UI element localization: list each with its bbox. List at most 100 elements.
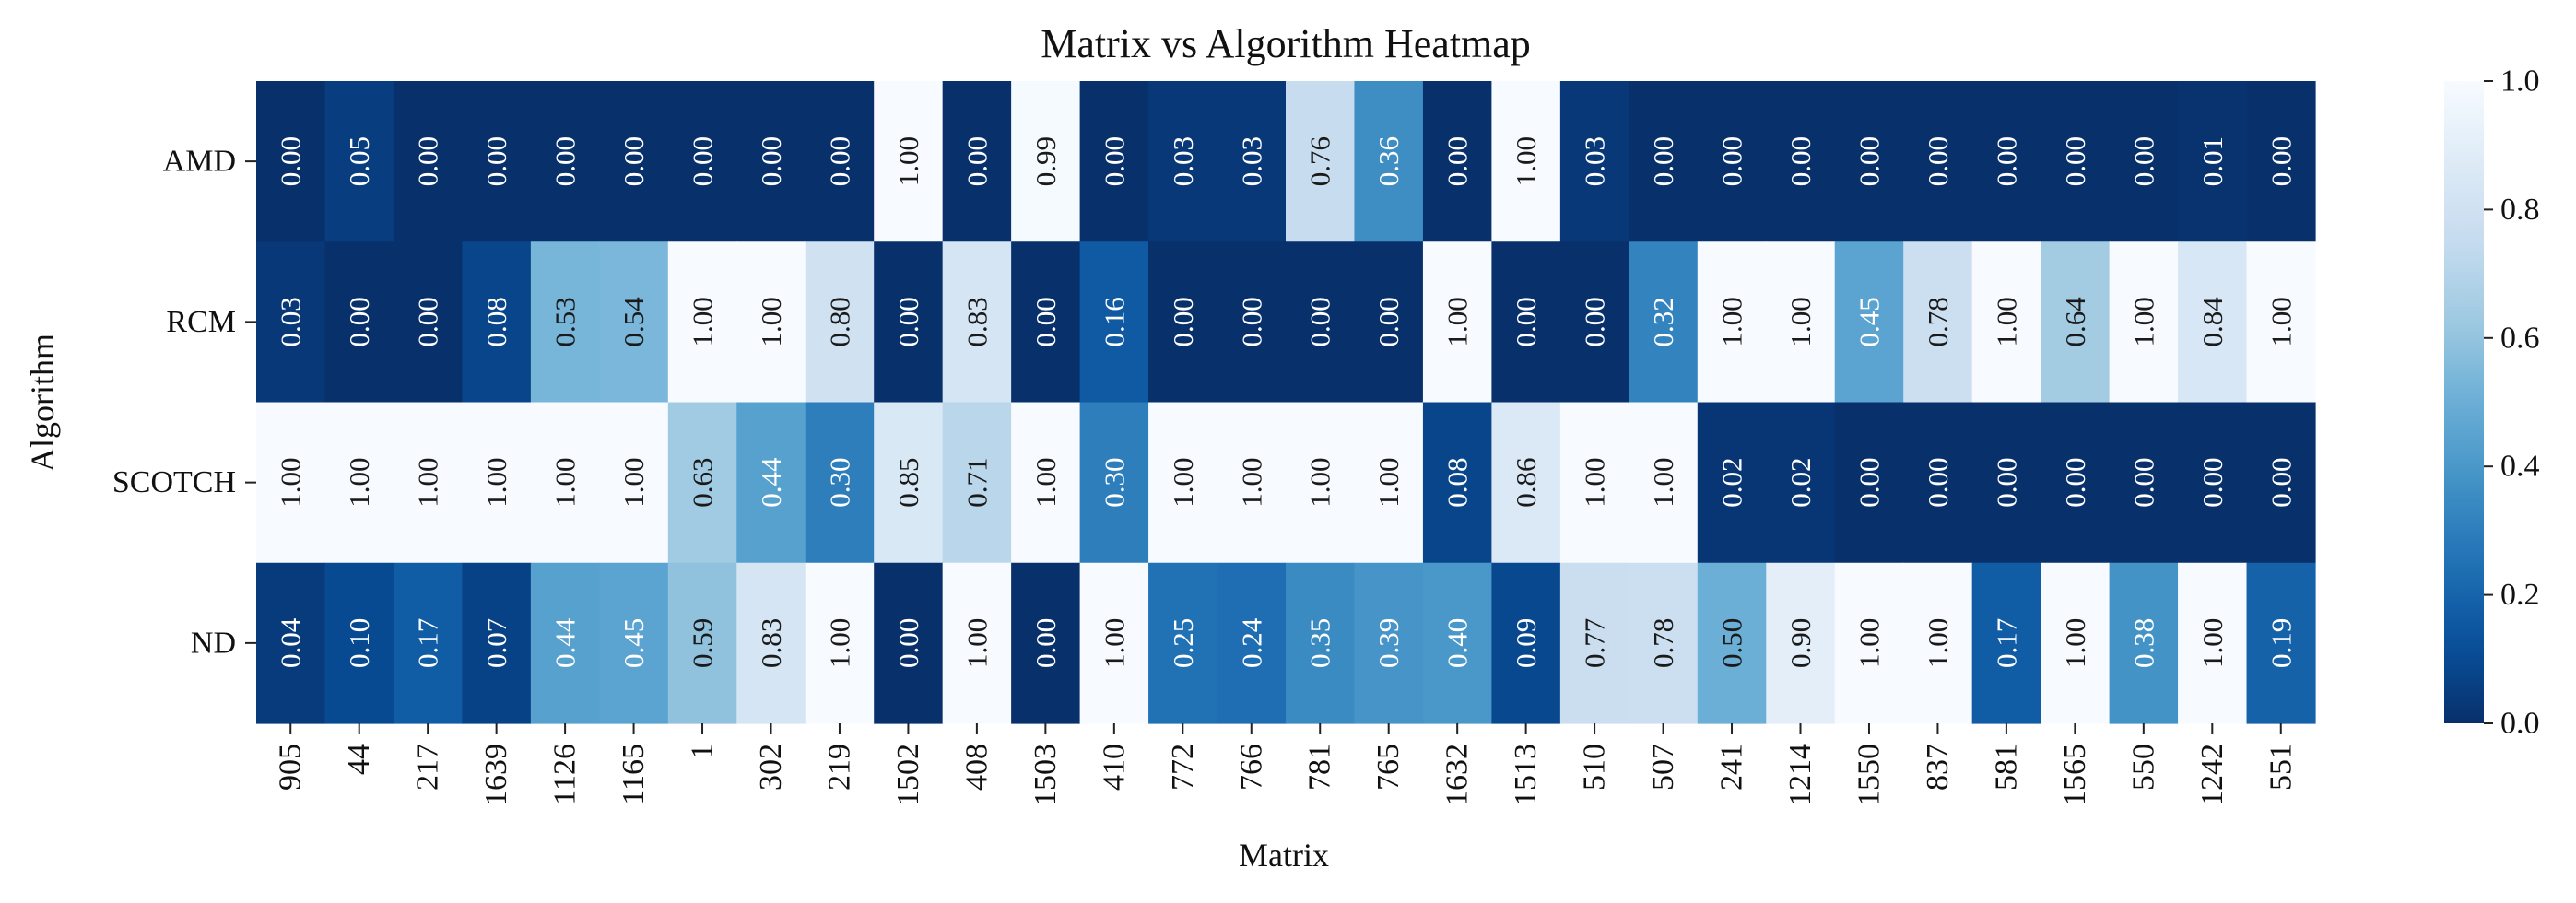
heatmap-cell bbox=[1079, 562, 1149, 724]
cell-value-label: 0.83 bbox=[755, 618, 787, 668]
cell-value-label: 1.00 bbox=[1235, 458, 1267, 508]
cell-value-label: 0.03 bbox=[1167, 136, 1199, 186]
heatmap-cells: 0.00 0.05 0.00 0.00 0.00 0.00 0.00 0.00 0.00 1.00… bbox=[256, 81, 2316, 724]
cell-value-label: 0.35 bbox=[1304, 618, 1336, 668]
heatmap-cell bbox=[942, 402, 1012, 564]
heatmap-cell bbox=[1286, 81, 1356, 242]
cell-value-label: 0.19 bbox=[2264, 618, 2297, 668]
cell-value-label: 1.00 bbox=[2264, 297, 2297, 346]
cell-value-label: 1.00 bbox=[823, 618, 855, 668]
y-tick-label: ND bbox=[191, 626, 236, 660]
cell-value-label: 1.00 bbox=[1716, 297, 1748, 346]
heatmap-cell bbox=[1629, 562, 1699, 724]
cell-value-label: 0.00 bbox=[2264, 458, 2297, 508]
x-tick-label: 1214 bbox=[1783, 744, 1817, 806]
heatmap-cell bbox=[1217, 241, 1287, 404]
cell-value-label: 0.54 bbox=[618, 297, 650, 347]
heatmap-cell bbox=[1697, 241, 1767, 404]
cell-value-label: 0.00 bbox=[275, 136, 307, 186]
cell-value-label: 0.00 bbox=[1235, 297, 1267, 346]
heatmap-cell bbox=[1148, 402, 1218, 564]
cell-value-label: 0.00 bbox=[687, 136, 719, 186]
cell-value-label: 0.90 bbox=[1784, 618, 1817, 668]
cell-value-label: 0.00 bbox=[412, 136, 444, 186]
heatmap-cell bbox=[2246, 241, 2316, 404]
cell-value-label: 0.63 bbox=[687, 458, 719, 508]
cell-value-label: 1.00 bbox=[412, 458, 444, 508]
y-tick-labels: AMD RCM SCOTCH ND bbox=[112, 145, 256, 660]
cell-value-label: 0.00 bbox=[412, 297, 444, 346]
cell-value-label: 0.03 bbox=[1579, 136, 1611, 186]
heatmap-cell bbox=[1903, 562, 1973, 724]
x-tick-labels: 905 44 217 1639 1126 1165 1 302 219 1502 408 1503 41… bbox=[274, 723, 2298, 806]
heatmap-cell bbox=[1491, 81, 1561, 242]
heatmap-cell bbox=[1354, 402, 1424, 564]
heatmap-cell bbox=[1286, 562, 1356, 724]
heatmap-cell bbox=[942, 241, 1012, 404]
heatmap-cell bbox=[324, 402, 394, 564]
heatmap-cell bbox=[462, 241, 532, 404]
heatmap-cell bbox=[1971, 81, 2041, 242]
cell-value-label: 0.00 bbox=[1167, 297, 1199, 346]
heatmap-cell bbox=[1422, 81, 1492, 242]
cell-value-label: 0.00 bbox=[1922, 458, 1954, 508]
heatmap-cell bbox=[1011, 241, 1081, 404]
cell-value-label: 0.10 bbox=[343, 618, 375, 668]
cell-value-label: 1.00 bbox=[2059, 618, 2091, 668]
y-tick-label: SCOTCH bbox=[112, 465, 236, 499]
cell-value-label: 1.00 bbox=[343, 458, 375, 508]
x-tick-label: 551 bbox=[2264, 744, 2298, 791]
heatmap-cell bbox=[530, 81, 600, 242]
x-tick-label: 1165 bbox=[617, 744, 651, 805]
heatmap-cell bbox=[530, 402, 600, 564]
cell-value-label: 0.44 bbox=[549, 617, 582, 668]
heatmap-cell bbox=[2041, 402, 2111, 564]
cell-value-label: 0.39 bbox=[1372, 618, 1405, 668]
x-tick-label: 1503 bbox=[1029, 744, 1063, 806]
heatmap-cell bbox=[1834, 81, 1904, 242]
cell-value-label: 0.64 bbox=[2059, 297, 2091, 347]
cell-value-label: 1.00 bbox=[2196, 618, 2229, 668]
heatmap-cell bbox=[667, 562, 737, 724]
heatmap-cell bbox=[1834, 562, 1904, 724]
colorbar-tick-label: 0.6 bbox=[2500, 321, 2540, 355]
heatmap-cell bbox=[1217, 402, 1287, 564]
heatmap-cell bbox=[1697, 562, 1767, 724]
heatmap-cell bbox=[736, 241, 806, 404]
heatmap-cell bbox=[874, 562, 944, 724]
cell-value-label: 0.78 bbox=[1647, 618, 1679, 668]
heatmap-cell bbox=[1217, 81, 1287, 242]
colorbar-tick-label: 0.8 bbox=[2500, 193, 2540, 227]
cell-value-label: 1.00 bbox=[1441, 297, 1474, 346]
cell-value-label: 1.00 bbox=[1029, 458, 1062, 508]
x-tick-label: 507 bbox=[1646, 744, 1680, 791]
heatmap-cell bbox=[1148, 562, 1218, 724]
cell-value-label: 0.09 bbox=[1510, 618, 1542, 668]
heatmap-cell bbox=[1079, 81, 1149, 242]
heatmap-cell bbox=[1766, 241, 1836, 404]
colorbar-tick-label: 0.0 bbox=[2500, 707, 2540, 741]
heatmap-cell bbox=[256, 562, 326, 724]
heatmap-cell bbox=[942, 81, 1012, 242]
heatmap-cell bbox=[1971, 241, 2041, 404]
heatmap-cell bbox=[393, 81, 463, 242]
cell-value-label: 0.00 bbox=[1922, 136, 1954, 186]
x-tick-label: 581 bbox=[1989, 744, 2023, 791]
cell-value-label: 0.59 bbox=[687, 618, 719, 668]
cell-value-label: 0.03 bbox=[1235, 136, 1267, 186]
x-tick-label: 1502 bbox=[891, 744, 925, 806]
cell-value-label: 0.71 bbox=[960, 458, 993, 508]
cell-value-label: 1.00 bbox=[2127, 297, 2159, 346]
heatmap-cell bbox=[1971, 402, 2041, 564]
cell-value-label: 0.84 bbox=[2196, 297, 2229, 347]
heatmap-cell bbox=[324, 81, 394, 242]
heatmap-cell bbox=[942, 562, 1012, 724]
x-tick-label: 837 bbox=[1921, 744, 1955, 791]
heatmap-cell bbox=[1834, 402, 1904, 564]
cell-value-label: 0.00 bbox=[1853, 458, 1885, 508]
cell-value-label: 1.00 bbox=[1922, 618, 1954, 668]
cell-value-label: 0.00 bbox=[755, 136, 787, 186]
cell-value-label: 0.00 bbox=[2196, 458, 2229, 508]
x-tick-label: 1565 bbox=[2058, 744, 2092, 806]
x-tick-label: 408 bbox=[959, 744, 994, 791]
